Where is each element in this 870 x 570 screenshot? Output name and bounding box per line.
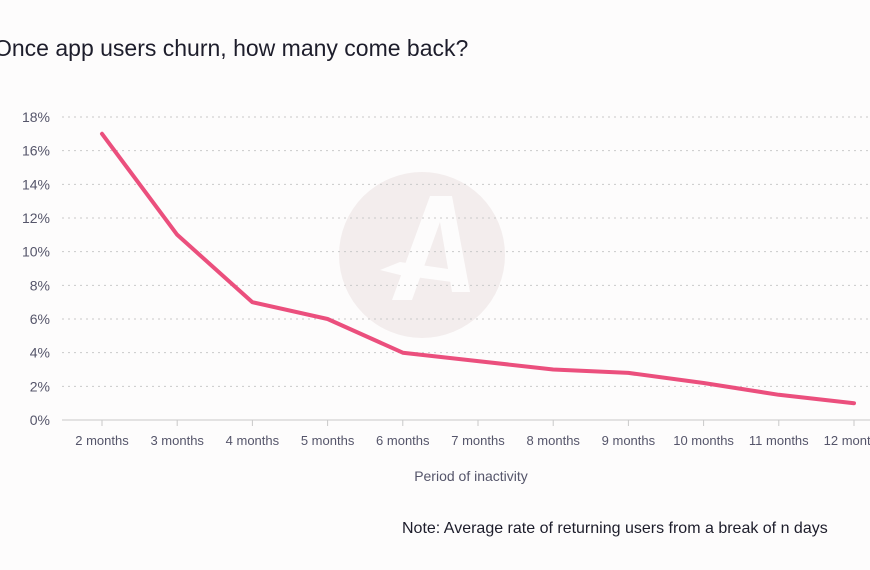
x-tick-label: 10 months xyxy=(673,433,734,448)
y-tick-label: 6% xyxy=(30,311,50,327)
x-axis-ticks: 2 months 3 months 4 months 5 months 6 months… xyxy=(75,420,870,448)
y-tick-label: 0% xyxy=(30,412,50,428)
series-layer xyxy=(100,131,856,406)
y-tick-label: 4% xyxy=(30,345,50,361)
y-tick-label: 18% xyxy=(22,109,50,125)
x-tick-label: 6 months xyxy=(376,433,430,448)
x-tick-label: 11 months xyxy=(749,433,809,448)
y-tick-label: 14% xyxy=(22,176,50,192)
amplitude-logo-watermark-icon xyxy=(339,172,505,338)
x-tick-label: 8 months xyxy=(526,433,580,448)
y-tick-label: 2% xyxy=(30,378,50,394)
x-tick-label: 7 months xyxy=(451,433,505,448)
x-tick-label: 2 months xyxy=(75,433,129,448)
x-tick-label: 4 months xyxy=(226,433,280,448)
x-axis-label: Period of inactivity xyxy=(414,468,528,484)
y-tick-label: 10% xyxy=(22,244,50,260)
series-line xyxy=(100,131,856,406)
chart-note: Note: Average rate of returning users fr… xyxy=(402,520,828,537)
x-tick-label: 5 months xyxy=(301,433,355,448)
x-tick-label: 3 months xyxy=(150,433,204,448)
y-tick-label: 12% xyxy=(22,210,50,226)
y-axis-ticks: 0% 2% 4% 6% 8% 10% 12% 14% 16% 18% xyxy=(22,109,50,428)
x-tick-label: 12 months xyxy=(824,433,870,448)
chart-title: Once app users churn, how many come back… xyxy=(0,35,468,61)
y-tick-label: 16% xyxy=(22,143,50,159)
y-tick-label: 8% xyxy=(30,277,50,293)
grid-lines xyxy=(62,116,870,387)
x-tick-label: 9 months xyxy=(602,433,656,448)
